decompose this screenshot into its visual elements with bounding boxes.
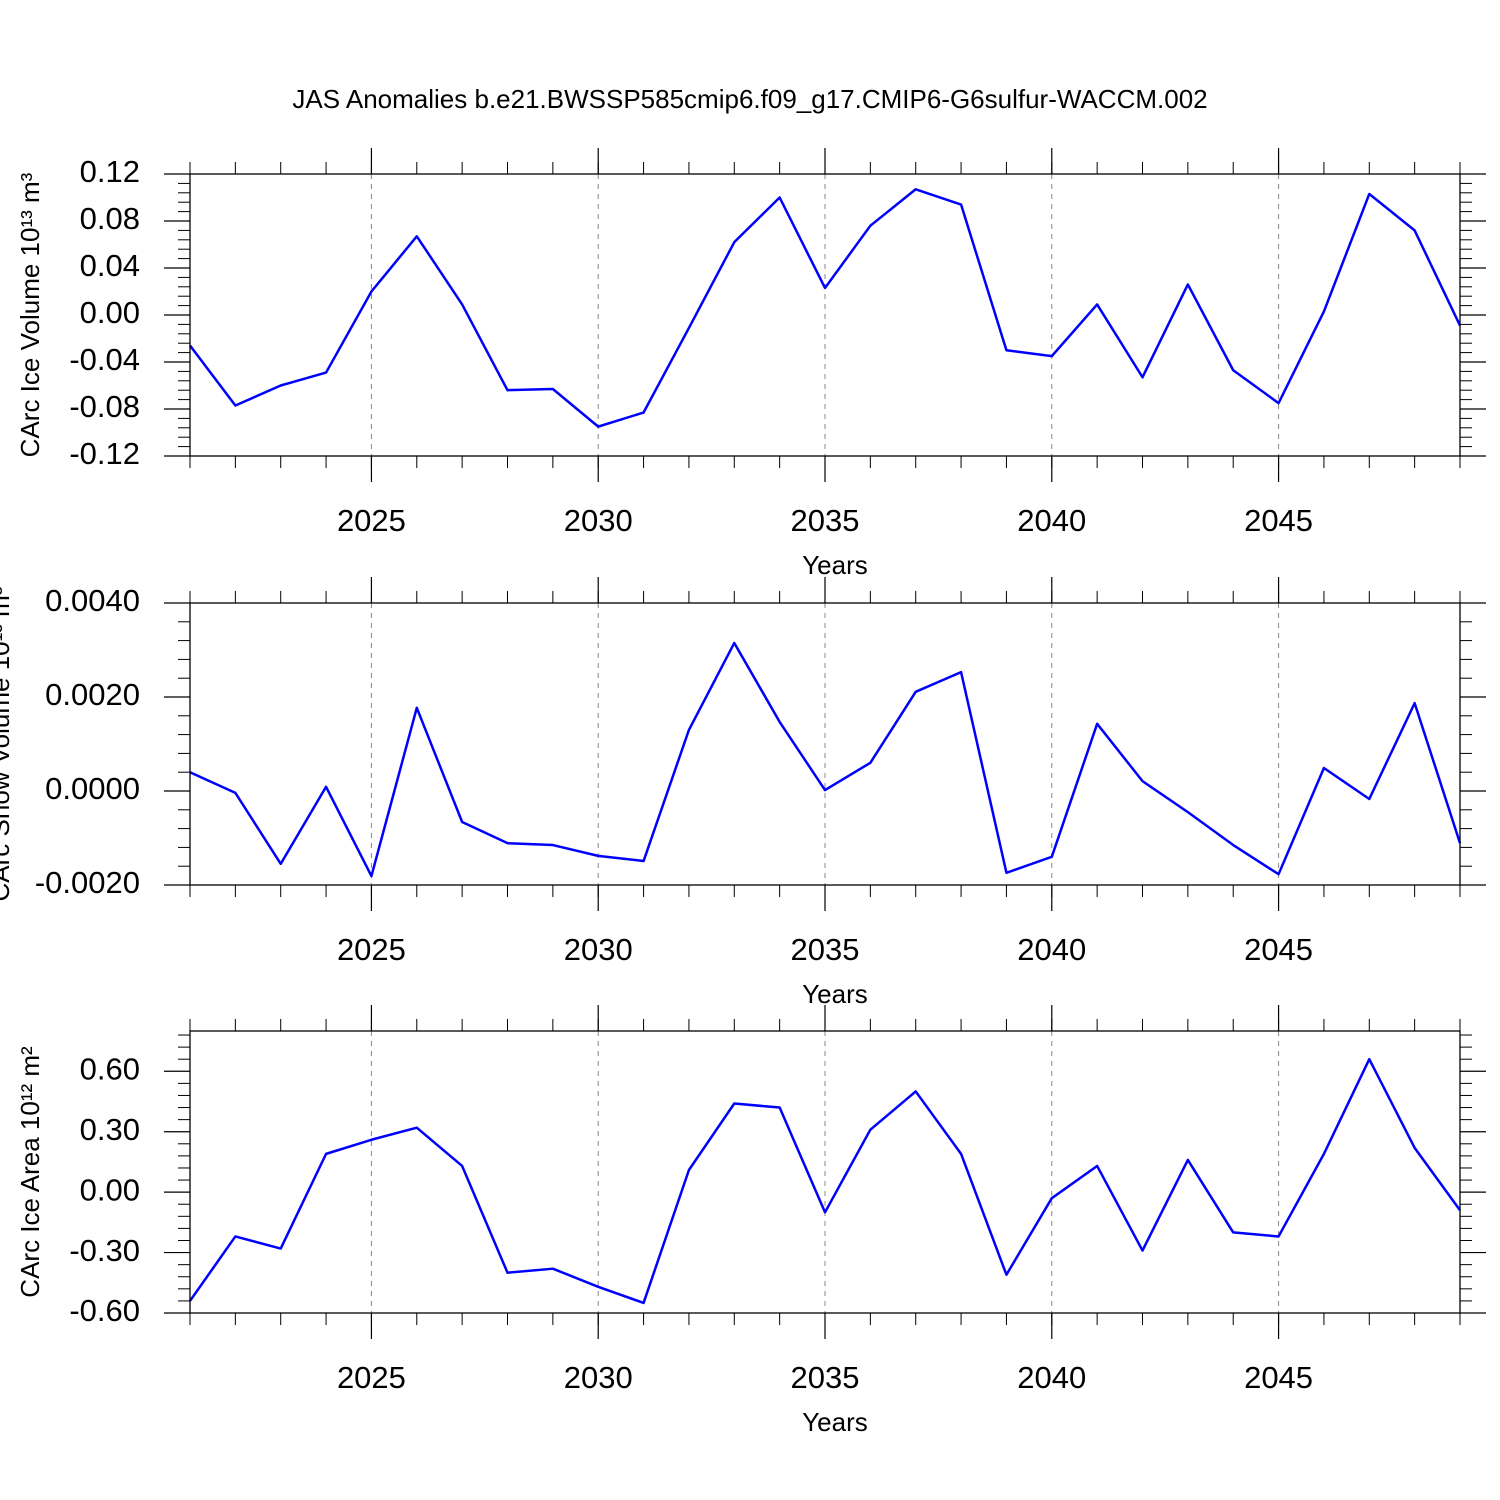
plot-frame (189, 173, 1461, 457)
x-tick-label: 2040 (1017, 1360, 1086, 1395)
figure-title: JAS Anomalies b.e21.BWSSP585cmip6.f09_g1… (292, 84, 1207, 114)
y-tick-label: 0.0000 (45, 771, 140, 806)
y-tick-label: -0.12 (69, 436, 140, 471)
y-tick-label: 0.0020 (45, 677, 140, 712)
x-axis-label: Years (802, 979, 868, 1009)
panel: 2025 2030 2035 2040 2045 0.60 0.30 0.00 -0.30 -0.… (15, 1005, 1486, 1437)
data-line (189, 188, 1462, 428)
y-tick-label: 0.08 (80, 201, 140, 236)
y-tick-label: -0.60 (69, 1293, 140, 1328)
x-tick-label: 2025 (337, 932, 406, 967)
x-tick-label: 2030 (564, 503, 633, 538)
plot-frame (189, 602, 1461, 886)
plot-frame (189, 1030, 1461, 1314)
x-tick-label: 2030 (564, 932, 633, 967)
x-axis-label: Years (802, 1407, 868, 1437)
y-axis-label: CArc Ice Volume 10¹³ m³ (15, 172, 45, 457)
y-tick-label: -0.0020 (35, 865, 140, 900)
x-tick-label: 2045 (1244, 503, 1313, 538)
x-tick-label: 2030 (564, 1360, 633, 1395)
x-tick-label: 2040 (1017, 503, 1086, 538)
y-tick-label: 0.0040 (45, 583, 140, 618)
x-tick-label: 2045 (1244, 932, 1313, 967)
x-tick-label: 2025 (337, 1360, 406, 1395)
x-tick-label: 2035 (791, 932, 860, 967)
y-tick-label: -0.04 (69, 342, 140, 377)
x-tick-label: 2025 (337, 503, 406, 538)
data-line (189, 641, 1462, 878)
x-tick-label: 2035 (791, 1360, 860, 1395)
x-tick-label: 2040 (1017, 932, 1086, 967)
y-tick-label: 0.30 (80, 1112, 140, 1147)
y-axis-label: CArc Snow Volume 10¹³ m³ (0, 586, 15, 901)
y-tick-label: -0.30 (69, 1233, 140, 1268)
y-tick-label: 0.00 (80, 295, 140, 330)
x-tick-label: 2035 (791, 503, 860, 538)
y-axis-label: CArc Ice Area 10¹² m² (15, 1046, 45, 1298)
panel: 2025 2030 2035 2040 2045 0.12 0.08 0.04 0.00 -0.0… (15, 148, 1486, 580)
data-line (188, 1057, 1462, 1305)
x-tick-label: 2045 (1244, 1360, 1313, 1395)
y-tick-label: 0.12 (80, 154, 140, 189)
y-tick-label: -0.08 (69, 389, 140, 424)
panel: 2025 2030 2035 2040 2045 0.0040 0.0020 0.0000 -0… (0, 577, 1486, 1009)
y-tick-label: 0.04 (80, 248, 140, 283)
y-tick-label: 0.00 (80, 1172, 140, 1207)
y-tick-label: 0.60 (80, 1051, 140, 1086)
x-axis-label: Years (802, 550, 868, 580)
